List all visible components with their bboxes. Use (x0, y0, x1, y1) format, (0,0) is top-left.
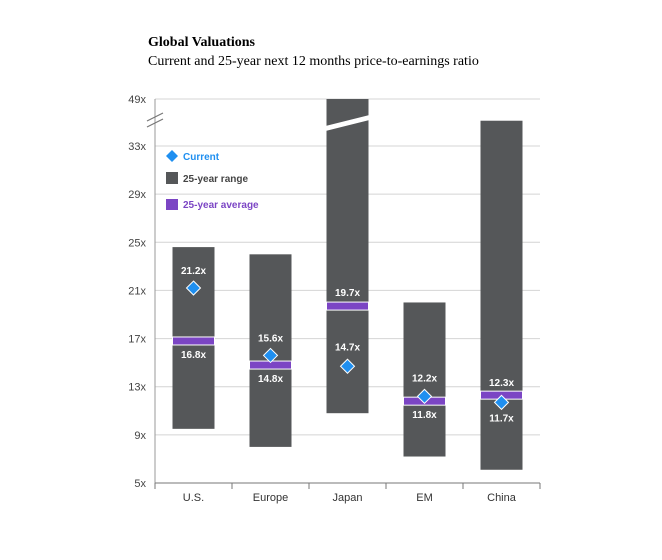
y-tick-label: 13x (128, 382, 146, 394)
current-marker (262, 347, 279, 364)
legend-average-label: 25-year average (183, 200, 259, 211)
current-marker (416, 388, 433, 405)
y-tick-label: 33x (128, 141, 146, 153)
y-tick-label: 49x (128, 94, 146, 106)
average-data-label: 16.8x (181, 350, 206, 361)
current-marker (185, 280, 202, 296)
x-category-label: Japan (333, 492, 363, 504)
current-data-label: 12.2x (412, 373, 437, 384)
y-tick-label: 21x (128, 285, 146, 297)
y-tick-label: 9x (134, 430, 146, 442)
current-data-label: 21.2x (181, 266, 206, 277)
current-data-label: 14.7x (335, 342, 360, 353)
x-category-label: Europe (253, 492, 288, 504)
legend-average-swatch (166, 199, 178, 210)
chart-title: Global Valuations (148, 35, 255, 50)
average-data-label: 19.7x (335, 288, 360, 299)
y-tick-label: 17x (128, 334, 146, 346)
legend-range-label: 25-year range (183, 174, 248, 185)
x-category-label: U.S. (183, 492, 204, 504)
average-marker (172, 336, 215, 346)
y-tick-label: 29x (128, 189, 146, 201)
legend-range-swatch (166, 172, 178, 184)
average-marker (326, 301, 369, 311)
range-bar (403, 302, 446, 457)
range-bar (480, 120, 523, 470)
y-tick-label: 5x (134, 478, 146, 490)
current-marker (493, 394, 510, 411)
average-data-label: 14.8x (258, 374, 283, 385)
bar-break-mark (325, 115, 370, 131)
average-data-label: 11.8x (412, 410, 437, 421)
legend-current-swatch (166, 150, 178, 162)
current-data-label: 15.6x (258, 333, 283, 344)
y-tick-label: 25x (128, 237, 146, 249)
current-marker (339, 358, 356, 374)
x-category-label: China (487, 492, 517, 504)
average-data-label: 12.3x (489, 378, 514, 389)
chart-subtitle: Current and 25-year next 12 months price… (148, 54, 479, 69)
y-axis-break-mark (146, 112, 164, 128)
x-category-label: EM (416, 492, 433, 504)
legend-current-label: Current (183, 152, 220, 163)
current-data-label: 11.7x (489, 413, 514, 424)
